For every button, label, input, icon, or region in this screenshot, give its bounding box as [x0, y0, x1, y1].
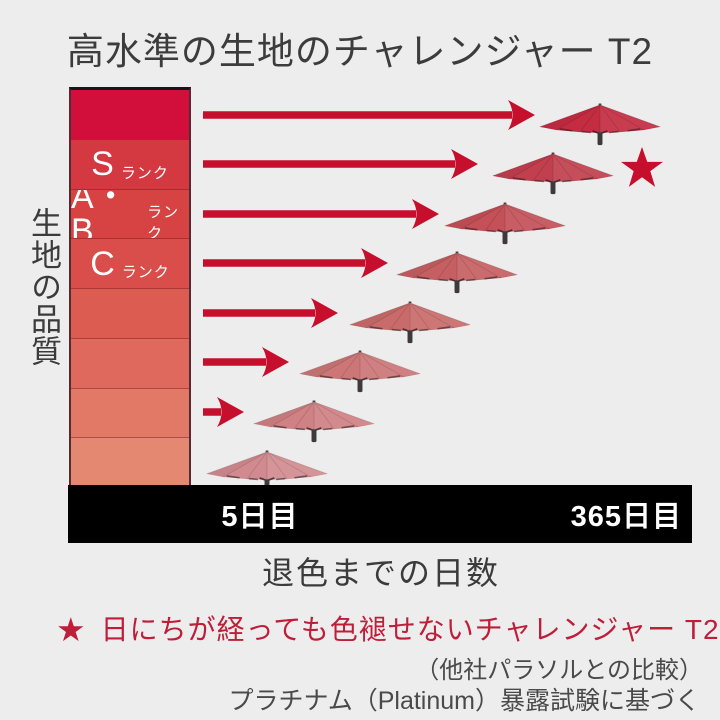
arrow-right-icon-3 [203, 199, 439, 229]
arrow-right-icon-7 [203, 397, 244, 427]
arrow-right-icon-2 [203, 149, 478, 179]
page-title: 高水準の生地のチャレンジャー T2 [66, 31, 654, 72]
footnote-test-basis: プラチナム（Platinum）暴露試験に基づく [228, 687, 700, 715]
footnote-highlight: ★ 日にちが経っても色褪せないチャレンジャー T2 [56, 608, 720, 648]
rank-label-small: ランク [147, 203, 180, 239]
quality-segment-6 [71, 337, 189, 388]
x-axis-caption: 退色までの日数 [262, 555, 501, 591]
quality-segment-7 [71, 387, 189, 438]
quality-segment-3: A・B ランク [71, 188, 189, 239]
umbrella-icon-6 [299, 350, 421, 393]
quality-segment-5 [71, 288, 189, 338]
quality-segment-1 [71, 90, 189, 139]
umbrella-icon-7 [253, 400, 375, 443]
rank-label-big: S [91, 145, 114, 184]
umbrella-icon-4 [396, 251, 518, 294]
arrow-right-icon-5 [203, 298, 338, 328]
footnote-highlight-text: 日にちが経っても色褪せないチャレンジャー T2 [100, 614, 720, 645]
umbrella-icon-5 [349, 301, 471, 344]
footnote-comparison-note: （他社パラソルとの比較） [415, 657, 703, 684]
rank-label-big: C [90, 244, 115, 283]
x-axis-tick-right: 365日目 [570, 501, 682, 533]
y-axis-label: 生地の品質 [26, 207, 61, 367]
rank-label-big: A・B [71, 188, 128, 239]
x-axis-bar: 5日目 365日目 [68, 485, 692, 543]
star-icon [621, 147, 663, 187]
arrow-right-icon-4 [203, 248, 388, 278]
x-axis-tick-left: 5日目 [221, 501, 299, 533]
quality-segment-4: C ランク [71, 238, 189, 288]
star-icon: ★ [56, 610, 87, 648]
arrow-right-icon-6 [203, 347, 289, 377]
rank-label-small: ランク [121, 264, 170, 282]
umbrella-icon-1 [539, 103, 661, 146]
rank-label-small: ランク [120, 164, 169, 182]
umbrella-icon-3 [444, 202, 566, 245]
arrow-right-icon-1 [203, 100, 535, 130]
quality-segment-8 [71, 437, 189, 487]
quality-bar: S ランク A・B ランク C ランク [69, 87, 191, 487]
quality-segment-2: S ランク [71, 138, 189, 189]
umbrella-icon-2 [492, 152, 614, 195]
